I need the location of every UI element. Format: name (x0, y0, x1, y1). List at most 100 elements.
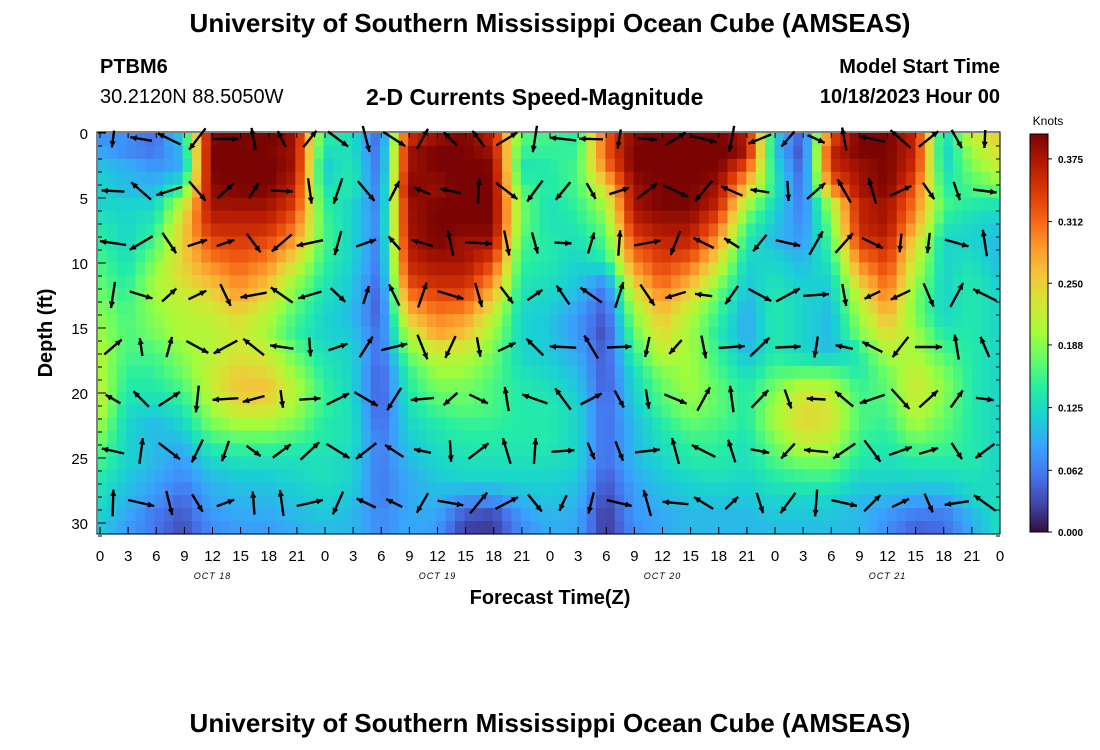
heatmap-cell (539, 301, 550, 315)
current-arrow (606, 498, 632, 508)
heatmap-cell (539, 314, 550, 328)
heatmap-cell (953, 417, 964, 432)
heatmap-cell (802, 197, 813, 212)
heatmap-cell (736, 495, 747, 509)
heatmap-cell (924, 223, 935, 238)
arrow-head (232, 135, 239, 142)
heatmap-cell (455, 288, 466, 302)
heatmap-cell (210, 223, 221, 238)
heatmap-cell (408, 197, 419, 212)
heatmap-cell (727, 508, 738, 522)
current-arrow (212, 135, 239, 142)
heatmap-cell (915, 430, 926, 445)
heatmap-cell (417, 482, 428, 496)
arrow-head (167, 508, 174, 515)
heatmap-cell (689, 301, 700, 315)
heatmap-cell (586, 301, 597, 315)
heatmap-cell (304, 404, 315, 419)
heatmap-cell (323, 184, 334, 199)
heatmap-cell (755, 223, 766, 238)
heatmap-cell (323, 378, 334, 393)
heatmap-cell (361, 210, 372, 225)
heatmap-cell (483, 391, 494, 406)
heatmap-cell (351, 249, 362, 263)
heatmap-cell (342, 495, 353, 509)
heatmap-cell (915, 327, 926, 341)
heatmap-cell (624, 223, 635, 238)
heatmap-cell (173, 145, 184, 160)
heatmap-cell (285, 417, 296, 432)
current-arrow (242, 337, 265, 357)
heatmap-cell (502, 456, 513, 470)
heatmap-cell (154, 508, 165, 522)
current-arrow (130, 181, 152, 201)
heatmap-cell (304, 275, 315, 289)
heatmap-cell (877, 314, 888, 328)
heatmap-cell (267, 171, 278, 186)
x-tick-label: 0 (96, 548, 104, 565)
heatmap-cell (802, 365, 813, 380)
heatmap-cell (361, 365, 372, 380)
heatmap-cell (285, 365, 296, 380)
heatmap-cell (455, 184, 466, 199)
heatmap-cell (295, 521, 306, 535)
heatmap-cell (887, 314, 898, 328)
heatmap-cell (304, 430, 315, 445)
arrow-head (110, 489, 117, 497)
arrow-head (812, 509, 819, 517)
arrow-head (312, 442, 320, 449)
heatmap-cell (210, 339, 221, 354)
heatmap-cell (144, 404, 155, 419)
heatmap-cell (727, 158, 738, 173)
heatmap-cell (586, 456, 597, 470)
heatmap-cell (342, 443, 353, 457)
heatmap-cell (746, 508, 757, 522)
arrow-head (731, 496, 739, 504)
heatmap-cell (962, 391, 973, 406)
arrow-head (758, 506, 765, 514)
heatmap-cell (539, 288, 550, 302)
heatmap-cell (238, 352, 249, 367)
heatmap-cell (116, 145, 127, 160)
heatmap-cell (116, 223, 127, 238)
arrow-head (850, 501, 857, 508)
heatmap-cell (276, 469, 287, 483)
heatmap-cell (154, 443, 165, 457)
heatmap-cell (614, 352, 625, 367)
arrow-head (332, 196, 339, 204)
heatmap-cell (765, 288, 776, 302)
y-tick-label: 15 (71, 321, 88, 338)
heatmap-cell (990, 417, 1001, 432)
current-arrow (944, 500, 970, 507)
current-arrow (922, 282, 935, 308)
heatmap-cell (210, 495, 221, 509)
heatmap-cell (332, 262, 343, 276)
heatmap-cell (473, 158, 484, 173)
heatmap-cell (116, 508, 127, 522)
heatmap-cell (107, 171, 118, 186)
heatmap-cell (924, 495, 935, 509)
heatmap-cell (699, 495, 710, 509)
heatmap-cell (746, 223, 757, 238)
arrow-head (780, 506, 787, 514)
heatmap-cell (267, 365, 278, 380)
heatmap-cell (887, 275, 898, 289)
heatmap-cell (689, 275, 700, 289)
heatmap-cell (98, 352, 108, 367)
heatmap-cell (755, 508, 766, 522)
heatmap-cell (624, 236, 635, 251)
heatmap-cell (689, 352, 700, 367)
heatmap-cell (699, 482, 710, 496)
heatmap-cell (821, 404, 832, 419)
heatmap-cell (220, 521, 231, 535)
heatmap-cell (220, 158, 231, 173)
current-arrow (579, 286, 603, 304)
heatmap-cell (661, 339, 672, 354)
current-arrow (157, 390, 181, 408)
heatmap-cell (812, 327, 823, 341)
heatmap-cell (605, 145, 616, 160)
current-arrow (891, 497, 910, 509)
heatmap-cell (577, 391, 588, 406)
arrow-head (580, 287, 588, 294)
heatmap-cell (774, 197, 785, 212)
